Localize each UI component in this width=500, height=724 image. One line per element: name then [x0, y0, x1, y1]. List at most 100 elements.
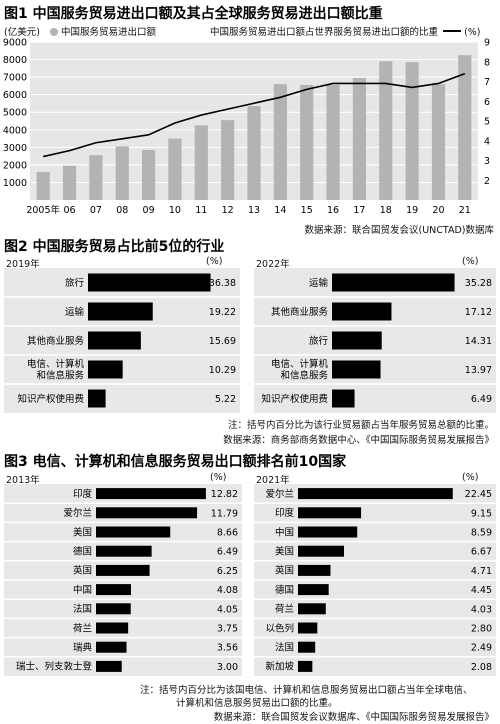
- category-label: 其他商业服务: [27, 335, 85, 347]
- y2-tick-label: 2: [484, 176, 490, 187]
- y2-tick-label: 4: [484, 136, 490, 147]
- fig1-left-unit: (亿美元): [4, 27, 40, 38]
- bar: [88, 273, 211, 292]
- bar: [273, 84, 287, 200]
- bar: [96, 584, 131, 596]
- legend-line-icon: [443, 30, 462, 32]
- x-tick-label: 06: [63, 205, 75, 216]
- value-label: 13.97: [465, 365, 492, 376]
- x-tick-label: 08: [116, 205, 128, 216]
- fig2-left-year: 2019年: [6, 259, 40, 270]
- fig1-legend-line-label: 中国服务贸易进出口额占世界服务贸易进出口额的比重: [210, 27, 439, 38]
- y2-tick-label: 8: [484, 57, 490, 68]
- value-label: 6.25: [217, 566, 238, 577]
- bar: [298, 660, 313, 672]
- fig2-title: 图2 中国服务贸易占比前5位的行业: [4, 239, 225, 255]
- bar: [298, 526, 358, 538]
- category-label: 以色列: [265, 622, 294, 634]
- y-tick-label: 5000: [3, 108, 27, 119]
- bar: [300, 85, 314, 200]
- fig2-right-year: 2022年: [256, 259, 290, 270]
- bar: [298, 641, 316, 653]
- y2-tick-label: 7: [484, 77, 490, 88]
- value-label: 2.80: [471, 624, 492, 635]
- y-tick-label: 2000: [3, 160, 27, 171]
- fig1-title: 图1 中国服务贸易进出口额及其占全球服务贸易进出口额比重: [4, 6, 383, 22]
- category-label: 美国: [73, 526, 92, 538]
- value-label: 3.00: [217, 662, 238, 673]
- legend-dot-icon: [50, 28, 58, 36]
- category-label: 瑞士、列支敦士登: [16, 661, 93, 673]
- bar: [298, 622, 318, 634]
- bar: [96, 507, 198, 519]
- x-tick-label: 21: [459, 205, 471, 216]
- fig1-source: 数据来源：联合国贸发会议(UNCTAD)数据库: [304, 225, 495, 236]
- value-label: 9.15: [471, 508, 492, 519]
- bar: [332, 302, 392, 321]
- value-label: 5.22: [215, 394, 236, 405]
- category-label: 电信、计算机: [271, 358, 329, 370]
- value-label: 22.45: [465, 489, 492, 500]
- bar: [332, 273, 455, 292]
- fig1-legend-line: 中国服务贸易进出口额占世界服务贸易进出口额的比重 (%): [210, 24, 481, 38]
- fig3-left-unit: (%): [210, 472, 227, 483]
- bar: [298, 584, 329, 596]
- fig3-source: 数据来源：联合国贸发会议数据库、《中国国际服务贸易发展报告》: [213, 712, 494, 723]
- category-label: 德国: [73, 546, 92, 558]
- fig3-note-line2: 计算机和信息服务贸易出口额的比重。: [176, 698, 338, 709]
- category-label: 英国: [73, 565, 92, 577]
- bar: [96, 545, 152, 557]
- x-tick-label: 15: [301, 205, 313, 216]
- bar: [96, 660, 122, 672]
- bar: [458, 55, 472, 201]
- value-label: 19.22: [209, 307, 236, 318]
- category-label: 新加坡: [265, 661, 294, 673]
- bar: [352, 77, 366, 200]
- fig1-right-unit: (%): [464, 27, 481, 38]
- category-label: 瑞典: [73, 642, 93, 654]
- category-label: 法国: [73, 603, 92, 615]
- bar: [96, 488, 206, 500]
- bar: [332, 331, 382, 350]
- value-label: 6.49: [217, 547, 238, 558]
- fig2-left-unit: (%): [206, 256, 223, 267]
- category-label: 运输: [65, 306, 85, 318]
- y-tick-label: 9000: [3, 38, 27, 49]
- category-label: 爱尔兰: [265, 488, 294, 500]
- fig3-left-year: 2013年: [6, 475, 40, 486]
- category-label: 荷兰: [275, 603, 294, 615]
- value-label: 11.79: [211, 508, 238, 519]
- bar: [96, 564, 150, 576]
- y2-tick-label: 3: [484, 156, 490, 167]
- x-tick-label: 10: [169, 205, 181, 216]
- value-label: 12.82: [211, 489, 238, 500]
- x-tick-label: 11: [195, 205, 207, 216]
- category-label: 印度: [73, 488, 93, 500]
- value-label: 6.49: [471, 394, 492, 405]
- bar: [221, 120, 235, 200]
- value-label: 8.59: [471, 528, 492, 539]
- value-label: 17.12: [465, 307, 492, 318]
- value-label: 4.45: [471, 585, 492, 596]
- y-tick-label: 3000: [3, 143, 27, 154]
- x-tick-label: 09: [143, 205, 155, 216]
- fig2-note: 注：括号内百分比为该行业贸易额占当年服务贸易总额的比重。: [227, 420, 494, 431]
- y-tick-label: 8000: [3, 55, 27, 66]
- value-label: 10.29: [209, 365, 236, 376]
- y-tick-label: 6000: [3, 90, 27, 101]
- y-tick-label: 7000: [3, 73, 27, 84]
- bar: [405, 62, 419, 200]
- category-label: 荷兰: [73, 622, 92, 634]
- x-tick-label: 19: [406, 205, 418, 216]
- category-label: 中国: [73, 584, 92, 596]
- bar: [298, 507, 362, 519]
- value-label: 4.08: [217, 585, 238, 596]
- value-label: 4.71: [471, 566, 492, 577]
- bar: [96, 603, 131, 615]
- fig1-legend-bar: 中国服务贸易进出口额: [50, 24, 156, 38]
- bar: [88, 360, 123, 379]
- category-label: 美国: [275, 546, 294, 558]
- value-label: 2.08: [471, 662, 492, 673]
- x-tick-label: 2005年: [26, 204, 60, 216]
- x-tick-label: 14: [274, 205, 286, 216]
